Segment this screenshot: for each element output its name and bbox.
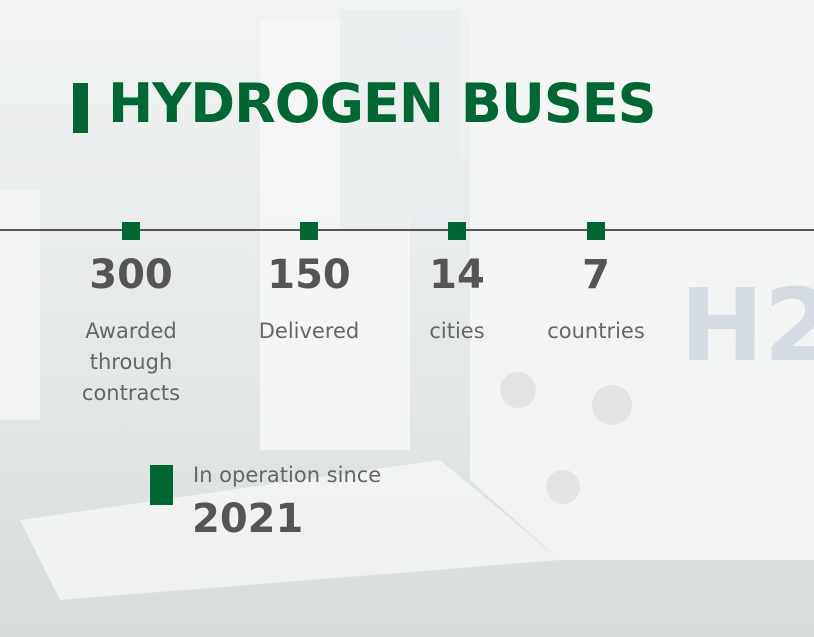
stat-value: 14 [429, 252, 485, 298]
stat-label: Awarded through contracts [81, 319, 181, 405]
stat-label: Delivered [258, 319, 360, 343]
footer-label: In operation since [193, 463, 382, 487]
title: HYDROGEN BUSES [108, 72, 656, 135]
stat-value: 7 [582, 252, 610, 298]
marker [300, 222, 318, 240]
marker [122, 222, 140, 240]
marker [448, 222, 466, 240]
footer-value: 2021 [192, 496, 304, 542]
svg-text:H2: H2 [680, 267, 814, 384]
stat-value: 300 [89, 252, 173, 298]
stat-label: cities [429, 319, 485, 343]
stat-label: countries [547, 319, 645, 343]
stat-value: 150 [267, 252, 351, 298]
marker [587, 222, 605, 240]
